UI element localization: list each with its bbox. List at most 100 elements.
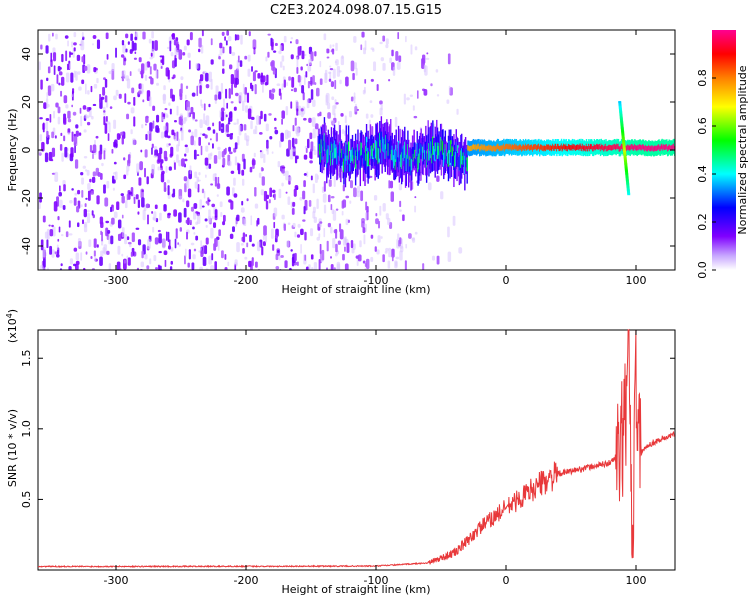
signal-core: [415, 159, 417, 169]
noise-blob: [297, 74, 301, 83]
noise-blob: [183, 45, 187, 51]
noise-blob: [138, 57, 142, 63]
noise-blob: [86, 169, 90, 176]
noise-blob: [292, 222, 296, 229]
noise-blob: [193, 248, 197, 252]
noise-blob: [152, 217, 157, 221]
signal-core: [519, 143, 521, 150]
signal-core: [475, 144, 477, 150]
signal-core: [482, 145, 485, 151]
noise-blob: [263, 225, 267, 236]
noise-blob: [332, 48, 335, 55]
spike-mark: [621, 132, 625, 135]
noise-blob: [233, 177, 236, 186]
noise-blob: [81, 31, 84, 38]
noise-blob: [129, 71, 132, 77]
noise-blob: [242, 178, 245, 186]
noise-blob: [90, 85, 93, 93]
noise-blob: [169, 266, 173, 270]
signal-core: [613, 144, 615, 150]
signal-core: [533, 144, 535, 150]
noise-blob: [197, 179, 201, 182]
noise-blob: [294, 117, 297, 126]
noise-blob: [166, 143, 170, 148]
spectrogram-x-axis-label: Height of straight line (km): [281, 283, 430, 296]
signal-core: [454, 151, 457, 167]
signal-core: [456, 151, 458, 167]
noise-blob: [83, 208, 87, 218]
spike-mark: [618, 101, 622, 104]
noise-blob: [81, 177, 84, 185]
noise-blob: [332, 44, 335, 47]
noise-blob: [193, 140, 196, 146]
noise-blob: [366, 258, 370, 270]
noise-blob: [120, 131, 124, 136]
noise-blob: [62, 205, 66, 210]
noise-blob: [80, 204, 83, 208]
noise-blob: [410, 44, 413, 55]
noise-blob: [281, 182, 284, 187]
noise-blob: [92, 153, 94, 159]
noise-blob: [187, 262, 190, 268]
spike-mark: [622, 148, 626, 151]
signal-core: [589, 144, 592, 150]
noise-blob: [130, 187, 134, 197]
signal-core: [461, 148, 463, 165]
noise-blob: [414, 46, 418, 51]
noise-blob: [198, 172, 201, 176]
noise-blob: [229, 46, 232, 54]
noise-blob: [186, 177, 190, 189]
noise-blob: [236, 118, 239, 125]
noise-blob: [155, 70, 159, 79]
signal-core: [641, 145, 643, 151]
noise-blob: [127, 41, 130, 45]
noise-blob: [111, 217, 115, 225]
noise-blob: [133, 116, 136, 127]
noise-blob: [272, 244, 275, 251]
signal-core: [667, 145, 670, 151]
noise-blob: [210, 38, 213, 46]
noise-blob: [103, 110, 106, 113]
noise-blob: [379, 107, 383, 116]
noise-blob: [332, 68, 336, 79]
signal-core: [446, 152, 449, 164]
colorbar: 0.00.20.40.60.8 Normalized spectral ampl…: [696, 30, 749, 279]
signal-core: [402, 148, 404, 158]
noise-blob: [235, 219, 238, 227]
noise-blob: [207, 126, 211, 131]
noise-blob: [306, 99, 310, 109]
spike-mark: [626, 181, 630, 184]
signal-core: [523, 144, 525, 151]
signal-core: [644, 146, 646, 152]
noise-blob: [342, 184, 345, 192]
noise-blob: [333, 176, 336, 187]
signal-core: [625, 146, 627, 152]
noise-blob: [184, 248, 187, 257]
signal-core: [450, 154, 453, 167]
noise-blob: [180, 129, 184, 141]
noise-blob: [302, 92, 305, 101]
snr-y-scale-label: (x104): [5, 309, 19, 343]
noise-blob: [244, 55, 248, 60]
signal-core: [407, 155, 410, 173]
spectrogram-x-tick-label: 100: [626, 274, 647, 287]
signal-core: [376, 141, 378, 161]
signal-core: [534, 144, 536, 150]
noise-blob: [336, 261, 341, 270]
spike-mark: [625, 180, 629, 183]
signal-core: [670, 144, 673, 151]
noise-blob: [120, 54, 125, 58]
spike-mark: [619, 118, 623, 121]
noise-blob: [331, 96, 335, 101]
signal-core: [585, 143, 588, 150]
noise-blob: [166, 114, 169, 118]
noise-blob: [427, 182, 432, 191]
noise-blob: [332, 237, 336, 249]
spectrogram-x-tick-label: -200: [234, 274, 259, 287]
noise-blob: [293, 87, 297, 93]
noise-blob: [382, 62, 386, 71]
noise-blob: [185, 146, 189, 154]
signal-core: [496, 144, 498, 151]
signal-core: [507, 143, 510, 150]
noise-blob: [57, 238, 60, 242]
